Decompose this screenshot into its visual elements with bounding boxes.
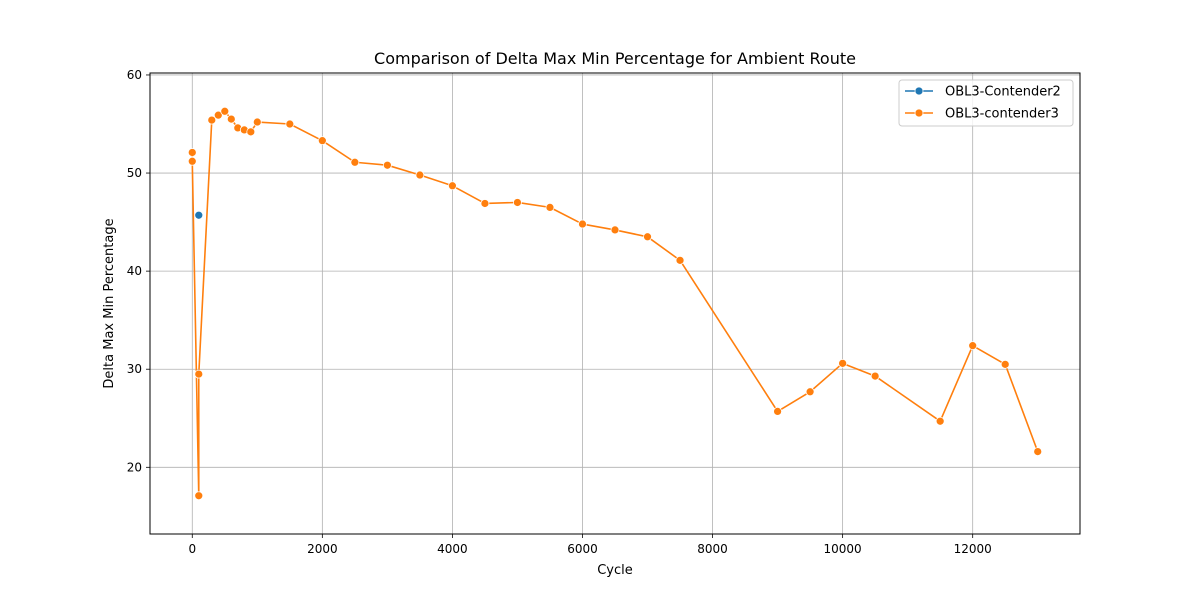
- y-tick-label: 60: [127, 68, 142, 82]
- plot-frame: [149, 72, 1081, 535]
- legend-box: [898, 79, 1074, 127]
- x-tick-label: 12000: [954, 542, 992, 556]
- data-point: [246, 127, 256, 137]
- chart-title: Comparison of Delta Max Min Percentage f…: [374, 49, 856, 68]
- series-2: [187, 106, 1043, 501]
- data-point: [285, 119, 295, 129]
- y-tick-label: 30: [127, 362, 142, 376]
- data-point: [226, 114, 236, 124]
- data-point: [383, 160, 392, 170]
- data-point: [317, 136, 327, 146]
- data-point: [773, 407, 782, 416]
- data-point: [968, 341, 978, 351]
- data-point: [213, 110, 223, 120]
- grid-lines: [150, 73, 1080, 534]
- y-tick-label: 20: [127, 460, 142, 474]
- data-point: [1000, 359, 1010, 369]
- legend-label-contender2: OBL3-Contender2: [945, 85, 1061, 100]
- x-axis: 0 2000 4000 6000 8000 10000 12000: [188, 534, 992, 556]
- data-point: [350, 157, 360, 167]
- data-point: [838, 358, 847, 368]
- data-point: [935, 416, 945, 426]
- data-point: [480, 199, 490, 208]
- data-point: [194, 210, 204, 220]
- data-point: [415, 170, 425, 180]
- data-point: [187, 148, 197, 157]
- data-point: [870, 371, 880, 381]
- x-tick-label: 2000: [307, 542, 338, 556]
- data-point: [194, 369, 204, 379]
- y-axis-label: Delta Max Min Percentage: [102, 218, 117, 388]
- data-point: [643, 232, 652, 242]
- y-tick-label: 40: [127, 264, 142, 278]
- data-point: [187, 156, 197, 166]
- series-1: [194, 210, 204, 220]
- legend-marker-contender3: [914, 108, 924, 118]
- data-point: [675, 255, 685, 265]
- series-layer: [187, 106, 1043, 501]
- x-tick-label: 0: [188, 542, 196, 556]
- data-point: [1033, 447, 1043, 456]
- data-point: [545, 203, 555, 212]
- data-point: [194, 491, 204, 501]
- x-tick-label: 10000: [824, 542, 862, 556]
- data-point: [513, 198, 522, 207]
- data-point: [448, 181, 457, 191]
- x-tick-label: 4000: [437, 542, 468, 556]
- data-point: [578, 219, 587, 229]
- legend-label-contender3: OBL3-contender3: [945, 107, 1059, 122]
- y-tick-label: 50: [127, 166, 142, 180]
- data-point: [252, 117, 262, 127]
- legend: OBL3-Contender2 OBL3-contender3: [898, 79, 1074, 127]
- x-tick-label: 6000: [567, 542, 598, 556]
- y-axis: 20 30 40 50 60: [127, 68, 150, 474]
- legend-marker-contender2: [914, 86, 924, 96]
- data-point: [220, 106, 230, 116]
- data-point: [610, 225, 620, 235]
- x-axis-label: Cycle: [597, 563, 633, 578]
- x-tick-label: 8000: [697, 542, 728, 556]
- data-point: [805, 387, 815, 397]
- data-point: [207, 115, 217, 125]
